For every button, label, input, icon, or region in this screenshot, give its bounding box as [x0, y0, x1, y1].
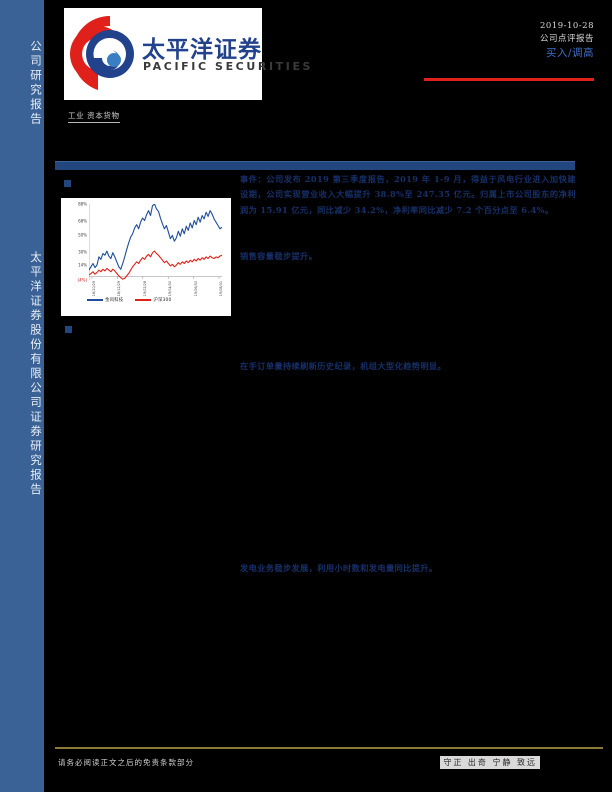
status-badge: 买入/调高	[545, 47, 594, 59]
subheading-order-backlog: 在手订单量持续刷新历史纪录，机组大型化趋势明显。	[240, 361, 447, 371]
price-performance-chart: 88% 68% 50% 30% 14% (4%) 18/10/29 18/12/29 19/02…	[61, 198, 231, 316]
chart-xtick-label: 19/06/30	[193, 281, 198, 297]
chart-xtick-label: 19/02/28	[142, 281, 147, 297]
chart-ytick-label: 50%	[78, 232, 87, 238]
chart-ytick-label: 30%	[78, 249, 87, 255]
subheading-power-generation: 发电业务稳步发展，利用小时数和发电量同比提升。	[240, 563, 438, 573]
chart-xtick-label: 19/08/31	[219, 281, 223, 297]
chart-xtick-label: 19/04/30	[168, 281, 173, 297]
report-date: 2019-10-28	[539, 21, 594, 31]
bullet-marker	[64, 180, 71, 187]
chart-ytick-label: 88%	[78, 201, 87, 207]
left-sidebar: 公司研究报告 太平洋证券股份有限公司证券研究报告	[0, 0, 44, 792]
document-page: 太平洋证券 PACIFIC SECURITIES 2019-10-28 公司点评…	[44, 0, 612, 792]
rating-underline	[424, 78, 594, 81]
footer-disclaimer: 请务必阅读正文之后的免责条款部分	[58, 758, 194, 767]
breadcrumb: 工业 资本货物	[68, 110, 120, 123]
section-divider-bar	[55, 161, 575, 170]
logo-name-en: PACIFIC SECURITIES	[143, 60, 314, 73]
legend-item-1: 沪深300	[135, 297, 171, 303]
bullet-marker	[65, 326, 72, 333]
chart-plot-area: 88% 68% 50% 30% 14% (4%) 18/10/29 18/12/29 19/02…	[78, 202, 223, 297]
legend-label-0: 金风科技	[105, 298, 124, 303]
chart-xtick-label: 18/10/29	[92, 281, 96, 297]
sidebar-label-report-type: 公司研究报告	[29, 39, 43, 127]
report-type: 公司点评报告	[539, 34, 594, 44]
legend-swatch-icon	[135, 298, 152, 302]
event-paragraph: 事件：公司发布 2019 第三季度报告，2019 年 1-9 月，得益于风电行业…	[240, 174, 576, 215]
chart-ytick-label: 14%	[78, 262, 87, 268]
legend-item-0: 金风科技	[87, 297, 123, 303]
chart-lines	[89, 204, 222, 280]
brand-logo: 太平洋证券 PACIFIC SECURITIES	[64, 8, 310, 100]
sidebar-label-company: 太平洋证券股份有限公司证券研究报告	[29, 250, 43, 498]
report-meta: 2019-10-28 公司点评报告 买入/调高	[364, 20, 594, 60]
chart-xtick-label: 18/12/29	[117, 281, 122, 297]
logo-mark	[70, 16, 134, 90]
footer-slogan: 守正 出奇 宁静 致远	[440, 756, 540, 769]
legend-swatch-icon	[87, 299, 103, 301]
footer-divider	[55, 747, 603, 749]
subheading-sales-capacity: 销售容量稳步提升。	[240, 251, 318, 261]
chart-legend: 金风科技 沪深300	[87, 297, 227, 303]
logo-name-cn: 太平洋证券	[142, 37, 262, 63]
legend-label-1: 沪深300	[153, 298, 172, 303]
body-text-column: 事件：公司发布 2019 第三季度报告，2019 年 1-9 月，得益于风电行业…	[240, 172, 576, 218]
chart-ytick-label: (4%)	[77, 277, 87, 283]
chart-ytick-label: 68%	[78, 218, 87, 224]
